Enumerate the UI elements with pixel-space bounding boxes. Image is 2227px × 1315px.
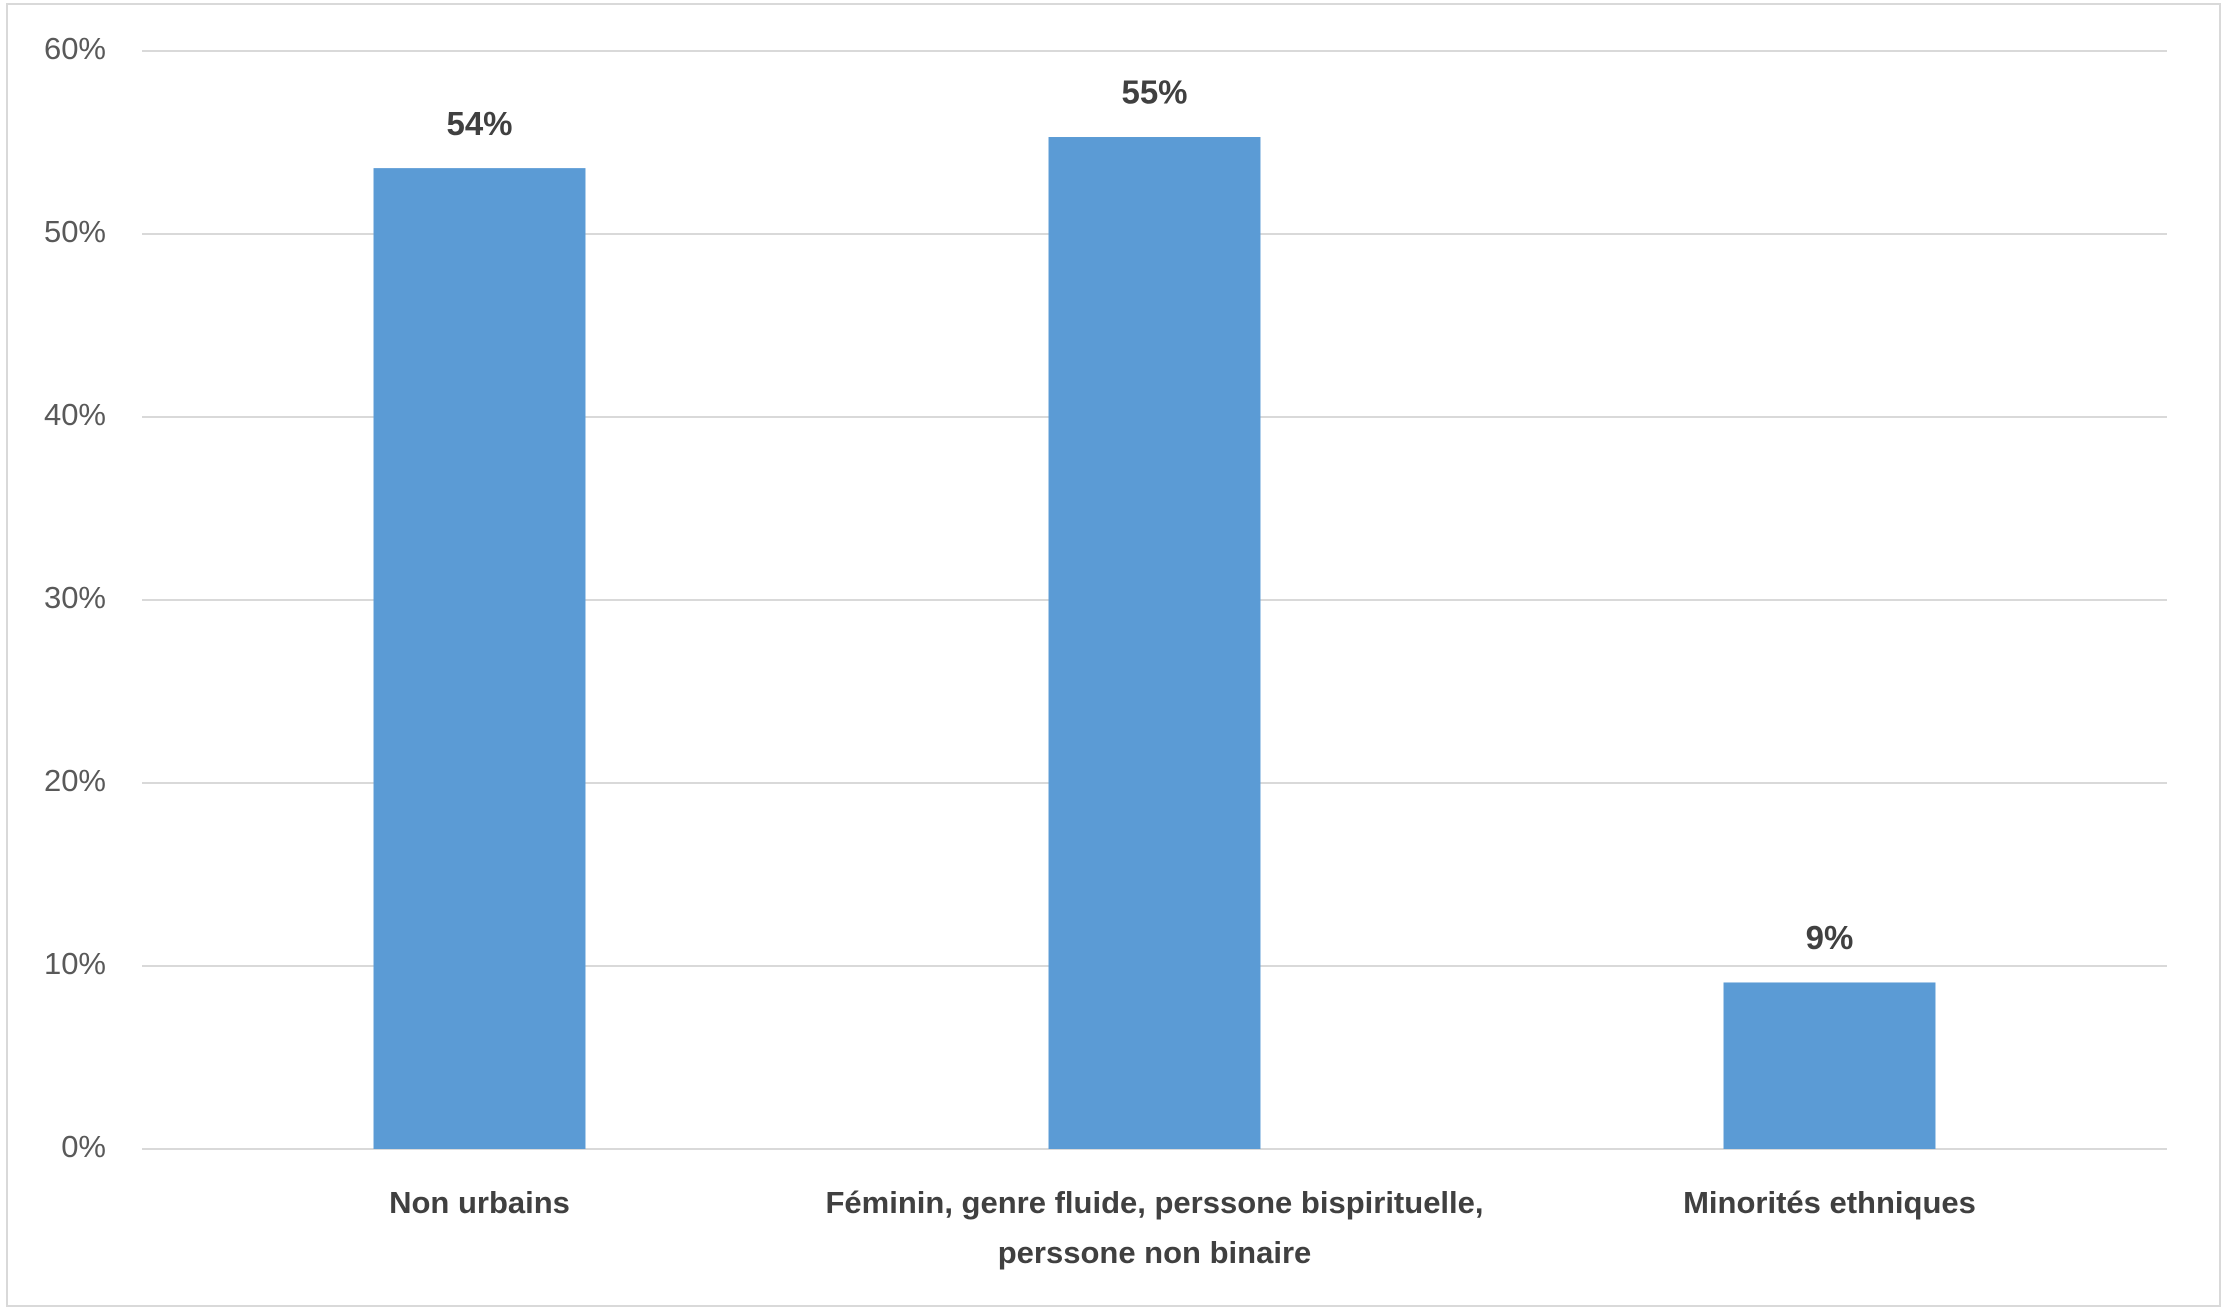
value-label: 55% <box>1121 74 1187 111</box>
x-tick-label: Minorités ethniques <box>1683 1185 1976 1220</box>
bar <box>1048 137 1261 1149</box>
y-tick-label: 40% <box>44 397 106 432</box>
y-tick-label: 60% <box>44 31 106 66</box>
y-tick-label: 10% <box>44 946 106 981</box>
y-tick-label: 30% <box>44 580 106 615</box>
y-tick-label: 20% <box>44 763 106 798</box>
bar <box>373 168 586 1149</box>
value-label: 9% <box>1806 919 1854 956</box>
y-tick-label: 0% <box>61 1129 106 1164</box>
value-label: 54% <box>446 105 512 142</box>
bar <box>1723 982 1936 1149</box>
x-tick-label: Non urbains <box>389 1185 570 1220</box>
y-tick-label: 50% <box>44 214 106 249</box>
x-tick-label: Féminin, genre fluide, perssone bispirit… <box>825 1185 1484 1270</box>
